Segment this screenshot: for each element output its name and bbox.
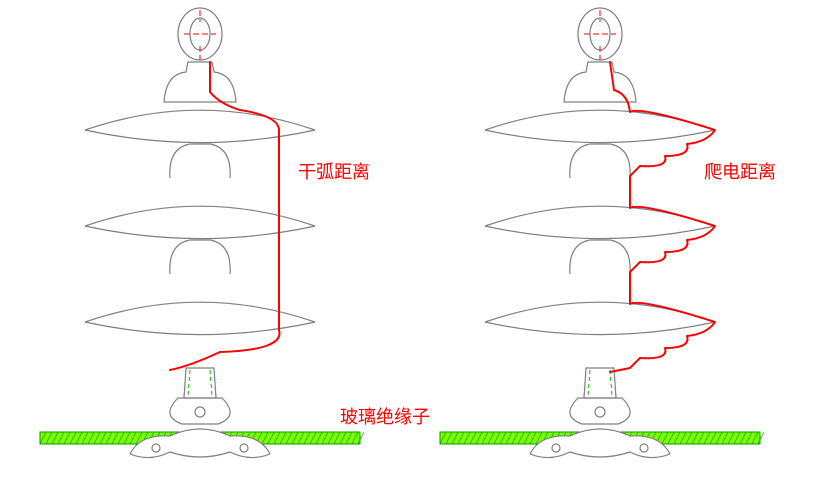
label-creepage-distance: 爬电距离 xyxy=(704,158,776,184)
label-dry-arc-distance: 干弧距离 xyxy=(298,158,370,184)
label-glass-insulator: 玻璃绝缘子 xyxy=(340,403,430,429)
diagram-stage: 干弧距离 爬电距离 玻璃绝缘子 xyxy=(0,0,822,500)
